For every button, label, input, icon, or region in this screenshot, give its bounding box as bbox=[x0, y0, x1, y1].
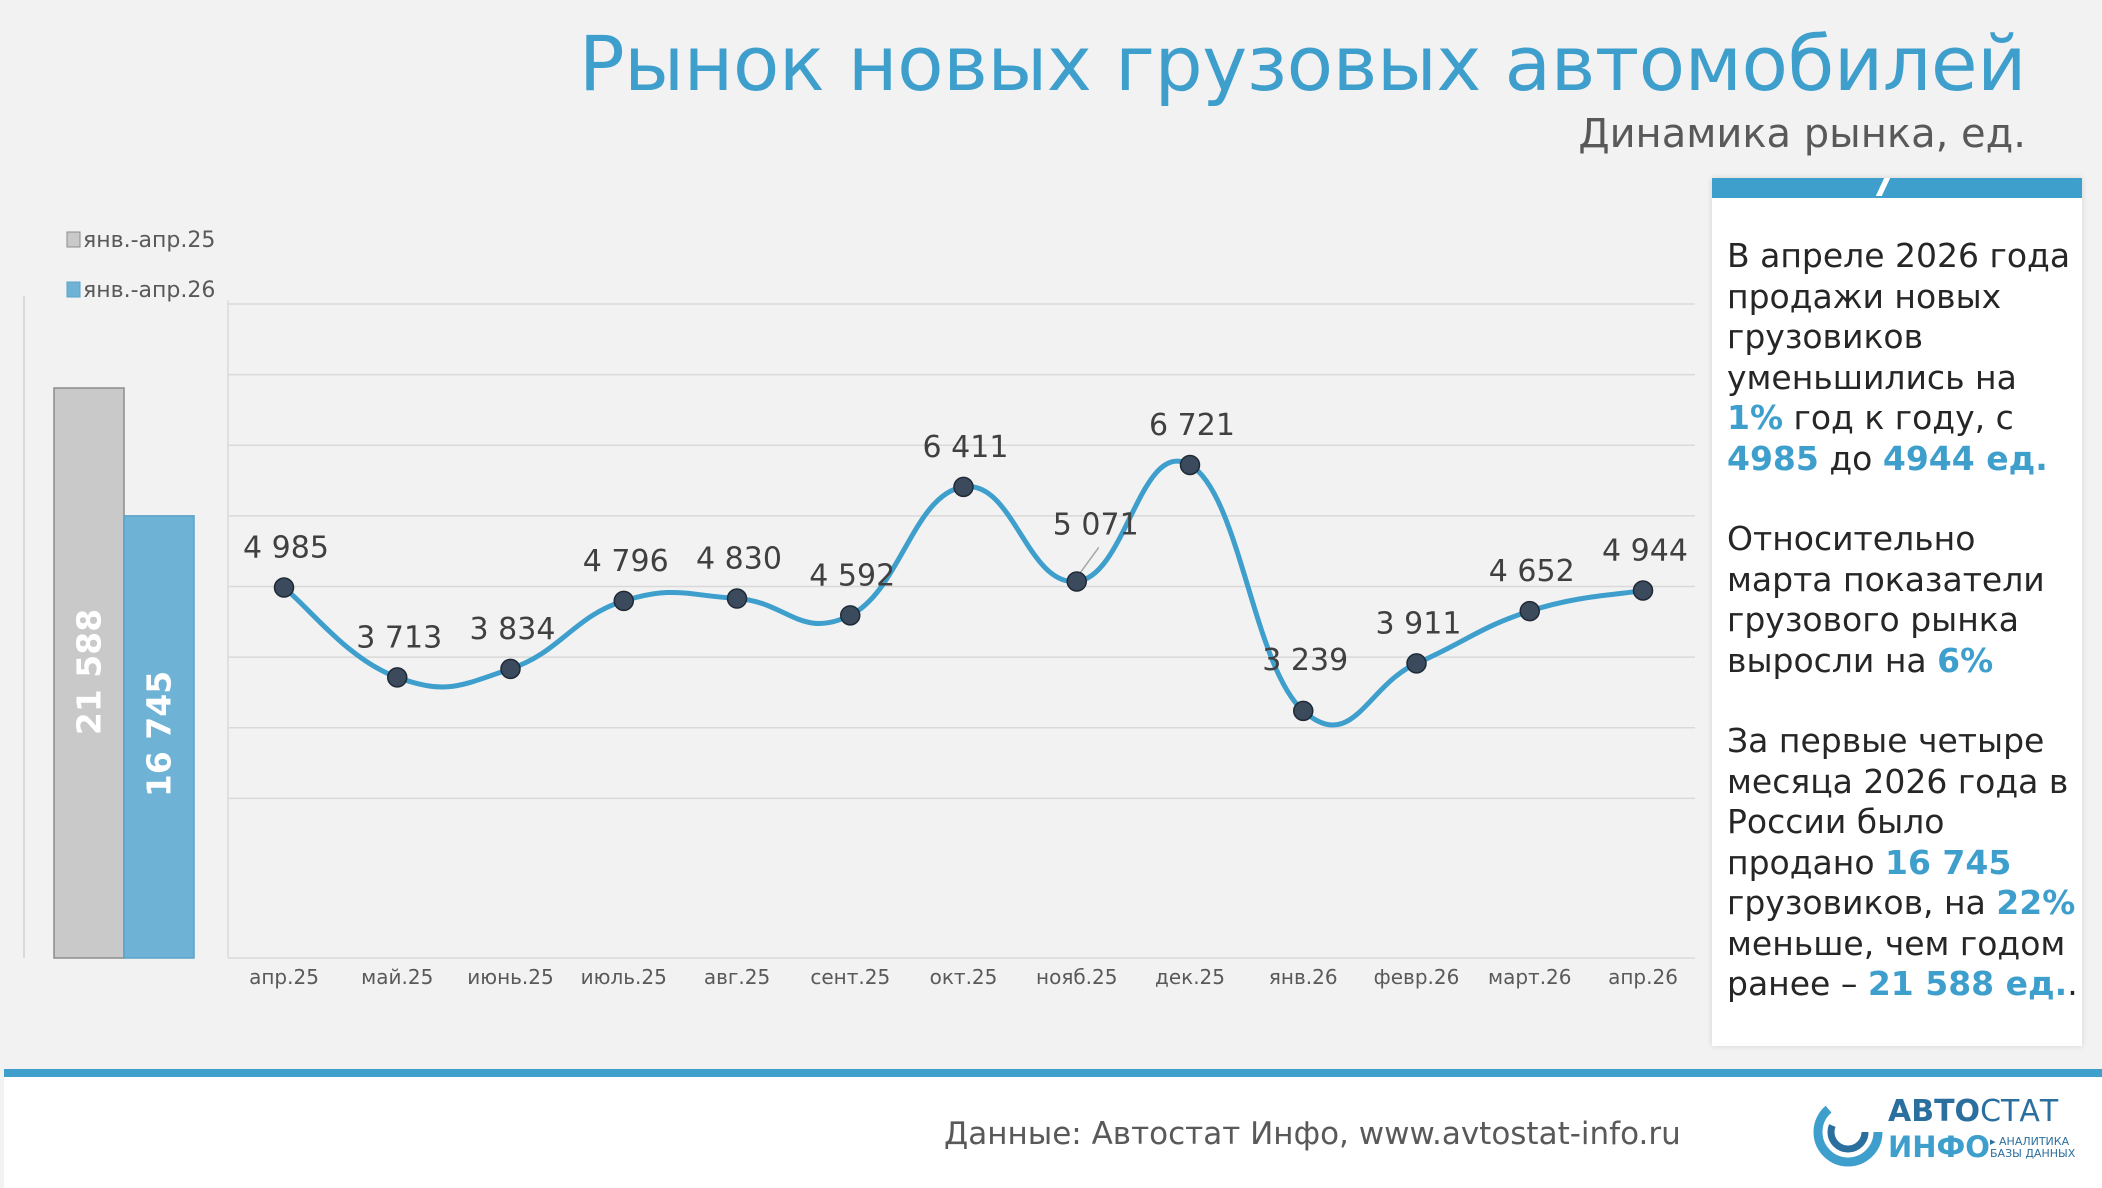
data-label: 6 411 bbox=[923, 430, 1009, 465]
series-line bbox=[282, 459, 1644, 728]
bar-2026 bbox=[123, 515, 195, 959]
data-point bbox=[273, 577, 295, 598]
x-tick-label: март.26 bbox=[1488, 965, 1572, 989]
data-point bbox=[953, 476, 974, 498]
data-point bbox=[1293, 700, 1314, 722]
data-label: 4 985 bbox=[243, 531, 329, 566]
info-panel-accent-bar bbox=[1712, 178, 2082, 198]
x-tick-label: янв.26 bbox=[1269, 965, 1338, 989]
x-tick-label: апр.25 bbox=[249, 965, 319, 989]
x-tick-label: июль.25 bbox=[581, 965, 667, 989]
legend-label: янв.-апр.26 bbox=[83, 278, 215, 303]
data-label: 4 944 bbox=[1602, 533, 1688, 568]
legend-label: янв.-апр.25 bbox=[83, 228, 215, 253]
x-tick-label: апр.26 bbox=[1608, 965, 1678, 989]
info-panel bbox=[1712, 178, 2082, 1046]
data-point bbox=[1406, 653, 1427, 674]
bar-2025 bbox=[53, 387, 125, 959]
logo-swirl-icon bbox=[1813, 1097, 1883, 1167]
x-tick-label: февр.26 bbox=[1374, 965, 1460, 989]
data-label: 4 830 bbox=[696, 542, 782, 577]
bar-value-label: 16 745 bbox=[140, 671, 179, 797]
data-label: 5 071 bbox=[1053, 507, 1139, 542]
data-point bbox=[840, 605, 861, 626]
label-leader-line bbox=[1079, 547, 1100, 574]
data-label: 3 239 bbox=[1262, 643, 1348, 678]
data-label: 3 713 bbox=[356, 620, 442, 655]
data-point bbox=[1066, 571, 1087, 592]
data-point bbox=[1179, 454, 1201, 476]
x-tick-label: май.25 bbox=[361, 965, 433, 989]
logo-wordmark: АВТОСТАТ bbox=[1888, 1094, 2059, 1129]
data-point bbox=[613, 590, 634, 612]
legend-swatch-2025 bbox=[66, 231, 81, 248]
x-tick-label: нояб.25 bbox=[1036, 965, 1117, 989]
logo-tagline: ▸ АНАЛИТИКА БАЗЫ ДАННЫХ bbox=[1990, 1135, 2076, 1160]
page-subtitle: Динамика рынка, ед. bbox=[1578, 111, 2026, 157]
avtostat-logo: АВТОСТАТ ИНФО ▸ АНАЛИТИКА БАЗЫ ДАННЫХ bbox=[1812, 1092, 2082, 1172]
data-label: 4 592 bbox=[809, 558, 895, 593]
bar-value-label: 21 588 bbox=[70, 609, 109, 735]
legend-swatch-2026 bbox=[66, 281, 81, 298]
x-tick-label: авг.25 bbox=[704, 965, 770, 989]
info-paragraph-mom: Относительно марта показатели грузового … bbox=[1727, 519, 2045, 680]
ytd-bar-chart: 21 588 16 745 янв.-апр.25 янв.-апр.26 bbox=[23, 228, 215, 959]
page-title: Рынок новых грузовых автомобилей bbox=[578, 19, 2027, 108]
x-tick-label: дек.25 bbox=[1155, 965, 1225, 989]
data-label: 6 721 bbox=[1149, 408, 1235, 443]
data-label: 4 796 bbox=[583, 544, 669, 579]
data-label: 3 834 bbox=[470, 612, 556, 647]
data-point bbox=[1632, 580, 1654, 601]
footer-divider bbox=[4, 1069, 2102, 1077]
data-label: 3 911 bbox=[1376, 606, 1462, 641]
data-label: 4 652 bbox=[1489, 554, 1575, 589]
footer bbox=[4, 1077, 2102, 1188]
data-point bbox=[726, 588, 748, 609]
x-tick-label: сент.25 bbox=[810, 965, 890, 989]
data-point bbox=[1519, 600, 1540, 622]
data-point bbox=[387, 667, 408, 688]
data-source: Данные: Автостат Инфо, www.avtostat-info… bbox=[944, 1116, 1681, 1152]
x-tick-label: июнь.25 bbox=[467, 965, 554, 989]
monthly-line-chart: 4 985 апр.25 3 713 май.25 3 834 июнь.25 4 796 и… bbox=[227, 300, 1695, 989]
info-paragraph-yoy: В апреле 2026 года продажи новых грузови… bbox=[1727, 236, 2071, 478]
logo-subword: ИНФО bbox=[1888, 1130, 1990, 1164]
data-point bbox=[500, 658, 521, 680]
info-panel-text: В апреле 2026 года продажи новых грузови… bbox=[1727, 236, 2079, 1045]
info-paragraph-ytd: За первые четыре месяца 2026 года в Росс… bbox=[1727, 721, 2078, 1003]
x-tick-label: окт.25 bbox=[930, 965, 998, 989]
